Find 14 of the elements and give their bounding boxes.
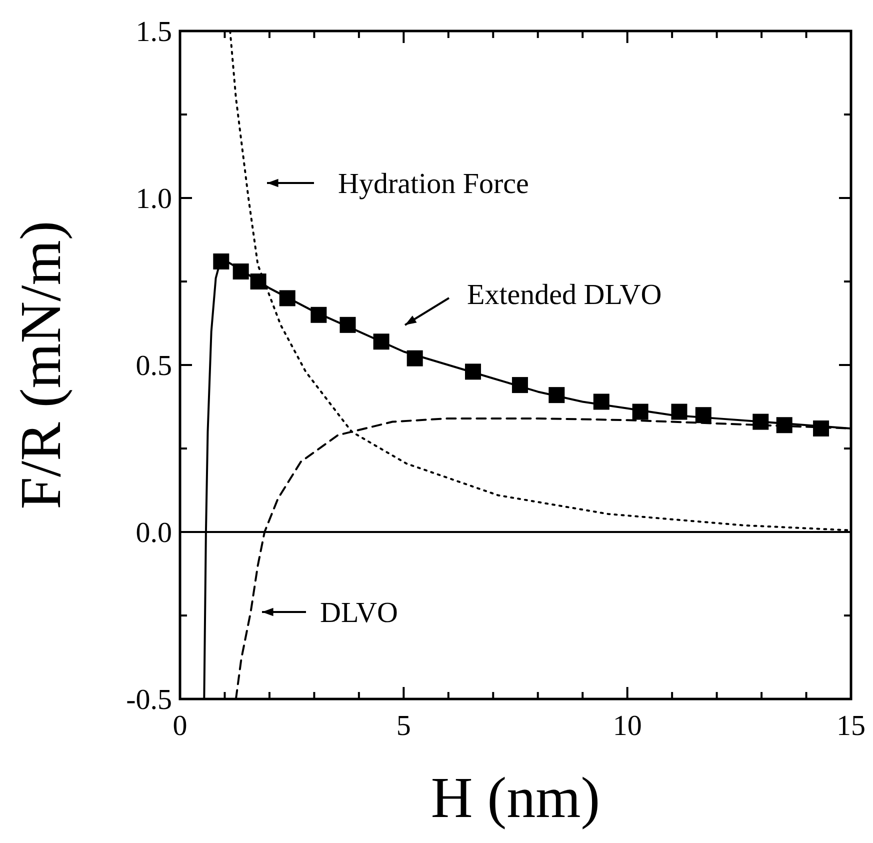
y-tick-label: -0.5	[126, 684, 172, 716]
y-tick-label: 0.5	[136, 350, 172, 382]
x-axis-title: H (nm)	[430, 765, 600, 830]
x-tick-label: 5	[396, 710, 411, 742]
x-tick-label: 0	[172, 710, 188, 742]
y-axis-title: F/R (mN/m)	[8, 220, 73, 510]
y-tick-label: 0.0	[136, 517, 172, 550]
annotation: DLVO	[320, 597, 398, 630]
x-tick-label: 10	[612, 710, 642, 742]
annotation: Extended DLVO	[467, 279, 662, 312]
annotation: Hydration Force	[338, 168, 529, 200]
y-tick-label: 1.0	[136, 183, 172, 216]
y-tick-label: 1.5	[136, 16, 172, 48]
x-tick-label: 15	[836, 710, 866, 742]
